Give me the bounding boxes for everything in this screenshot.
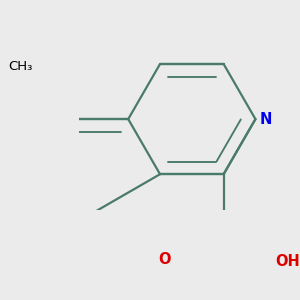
- Text: N: N: [260, 112, 272, 127]
- Text: OH: OH: [275, 254, 300, 269]
- Text: O: O: [158, 252, 171, 267]
- Text: CH₃: CH₃: [8, 60, 33, 73]
